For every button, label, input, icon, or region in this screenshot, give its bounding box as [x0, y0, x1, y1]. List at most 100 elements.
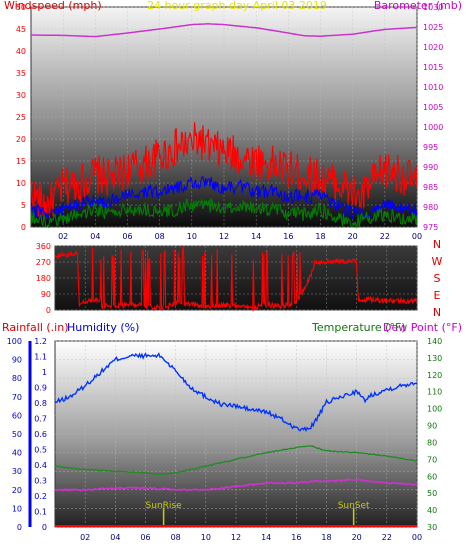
humidity-tick-label: 20 [12, 486, 22, 495]
compass-label: S [434, 272, 441, 285]
rain-tick-label: 0.8 [34, 399, 47, 408]
humidity-x-tick-label: 00 [412, 533, 422, 542]
rainfall-axis-title: Rainfall (.in) [2, 321, 69, 334]
barometer-tick-label: 1015 [423, 63, 443, 72]
temperature-tick-label: 120 [427, 371, 442, 380]
wind-x-tick-label: 10 [187, 232, 197, 241]
temperature-tick-label: 30 [427, 523, 437, 532]
wind-x-tick-label: 04 [90, 232, 100, 241]
rain-tick-label: 0 [42, 523, 47, 532]
wind-tick-label: 10 [16, 179, 26, 188]
barometer-tick-label: 985 [423, 183, 438, 192]
humidity-tick-label: 30 [12, 467, 22, 476]
humidity-x-tick-label: 10 [201, 533, 211, 542]
humidity-tick-label: 0 [17, 523, 22, 532]
rain-tick-label: 0.6 [34, 430, 47, 439]
humidity-tick-label: 40 [12, 449, 22, 458]
wind-tick-label: 0 [21, 223, 26, 232]
rain-tick-label: 0.4 [34, 461, 47, 470]
wind-tick-label: 40 [16, 47, 26, 56]
wind-x-tick-label: 02 [58, 232, 68, 241]
barometer-tick-label: 1000 [423, 123, 443, 132]
direction-tick-label: 0 [46, 306, 51, 315]
humidity-tick-label: 90 [12, 356, 22, 365]
wind-x-tick-label: 12 [219, 232, 229, 241]
wind-x-tick-label: 08 [155, 232, 165, 241]
wind-tick-label: 20 [16, 135, 26, 144]
rain-tick-label: 0.3 [34, 477, 47, 486]
temperature-tick-label: 70 [427, 455, 437, 464]
humidity-x-tick-label: 06 [140, 533, 150, 542]
temperature-axis-title: Temperature (°F) [311, 321, 406, 334]
wind-tick-label: 45 [16, 25, 26, 34]
humidity-x-tick-label: 14 [261, 533, 271, 542]
wind-x-tick-label: 14 [251, 232, 261, 241]
compass-label: E [434, 289, 441, 302]
temperature-tick-label: 80 [427, 438, 437, 447]
wind-x-tick-label: 20 [348, 232, 358, 241]
dewpoint-axis-title: Dew Point (°F) [383, 321, 462, 334]
humidity-x-tick-label: 08 [171, 533, 181, 542]
dewpoint-line [54, 478, 418, 492]
barometer-tick-label: 1010 [423, 83, 443, 92]
wind-tick-label: 25 [16, 113, 26, 122]
wind-tick-label: 15 [16, 157, 26, 166]
humidity-tick-label: 10 [12, 504, 22, 513]
wind-gust-line [30, 122, 418, 219]
humidity-x-tick-label: 02 [80, 533, 90, 542]
sun-event-label: SunRise [146, 501, 183, 511]
direction-tick-label: 270 [36, 258, 51, 267]
humidity-line [54, 352, 418, 433]
temperature-tick-label: 40 [427, 506, 437, 515]
humidity-x-tick-label: 20 [352, 533, 362, 542]
wind-x-tick-label: 06 [122, 232, 132, 241]
sun-event-label: SunSet [338, 501, 370, 511]
rain-tick-label: 1.2 [34, 337, 47, 346]
temperature-tick-label: 100 [427, 405, 442, 414]
barometer-tick-label: 975 [423, 223, 438, 232]
barometer-axis-title: Barometer (mb) [374, 0, 462, 12]
rain-tick-label: 0.1 [34, 508, 47, 517]
barometer-tick-label: 1025 [423, 23, 443, 32]
barometer-tick-label: 990 [423, 163, 438, 172]
temperature-tick-label: 140 [427, 337, 442, 346]
barometer-tick-label: 1030 [423, 3, 443, 12]
rain-tick-label: 0.2 [34, 492, 47, 501]
compass-label: W [432, 255, 443, 268]
barometer-tick-label: 995 [423, 143, 438, 152]
graph-title: 24 hour graph day April 03 2019 [147, 0, 327, 12]
barometer-tick-label: 980 [423, 203, 438, 212]
direction-tick-label: 360 [36, 242, 51, 251]
humidity-tick-label: 100 [7, 337, 22, 346]
humidity-tick-label: 80 [12, 374, 22, 383]
temperature-tick-label: 90 [427, 422, 437, 431]
compass-label: N [433, 306, 441, 319]
humidity-x-tick-label: 04 [110, 533, 120, 542]
direction-tick-label: 90 [41, 290, 51, 299]
humidity-x-tick-label: 18 [321, 533, 331, 542]
rain-tick-label: 0.9 [34, 384, 47, 393]
humidity-x-tick-label: 16 [291, 533, 301, 542]
temperature-line [54, 445, 418, 476]
rain-tick-label: 1 [42, 368, 47, 377]
barometer-tick-label: 1020 [423, 43, 443, 52]
wind-x-tick-label: 16 [283, 232, 293, 241]
direction-tick-label: 180 [36, 274, 51, 283]
wind-x-tick-label: 18 [315, 232, 325, 241]
temperature-tick-label: 50 [427, 489, 437, 498]
temperature-tick-label: 60 [427, 472, 437, 481]
humidity-x-tick-label: 22 [382, 533, 392, 542]
barometer-line [31, 23, 418, 38]
wind-tick-label: 30 [16, 91, 26, 100]
humidity-axis-title: Humidity (%) [67, 321, 139, 334]
humidity-x-tick-label: 12 [231, 533, 241, 542]
wind-tick-label: 35 [16, 69, 26, 78]
compass-label: N [433, 238, 441, 251]
humidity-tick-label: 50 [12, 430, 22, 439]
wind-tick-label: 5 [21, 201, 26, 210]
wind-x-tick-label: 00 [412, 232, 422, 241]
temperature-tick-label: 130 [427, 354, 442, 363]
wind-tick-label: 50 [16, 3, 26, 12]
